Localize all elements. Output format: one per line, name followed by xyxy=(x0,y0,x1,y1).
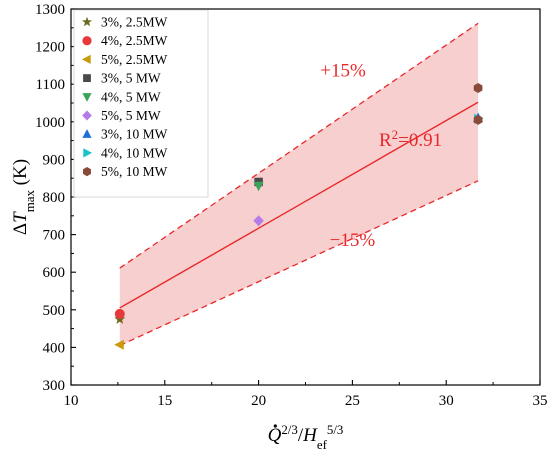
legend: 3%, 2.5MW 4%, 2.5MW 5%, 2.5MW 3%, 5 MW 4%, 5… xyxy=(73,9,209,198)
y-tick-label: 1200 xyxy=(35,40,65,56)
q-dot xyxy=(273,424,277,428)
fit-line-layer xyxy=(119,101,479,309)
y-tick-label: 700 xyxy=(43,228,66,244)
data-points xyxy=(114,82,484,350)
legend-label-6: 3%, 10 MW xyxy=(101,127,168,142)
y-tick-label: 300 xyxy=(43,378,66,394)
x-tick-label: 15 xyxy=(157,393,172,409)
legend-marker-6 xyxy=(82,129,92,138)
x-tick-label: 20 xyxy=(251,393,266,409)
band-fill xyxy=(119,23,479,346)
legend-marker-2 xyxy=(81,54,91,64)
legend-label-0: 3%, 2.5MW xyxy=(101,15,168,30)
legend-label-4: 4%, 5 MW xyxy=(101,89,161,104)
data-point-s8-p0 xyxy=(473,82,483,93)
y-tick-label: 1100 xyxy=(36,77,65,93)
data-point-s4-p0 xyxy=(253,181,264,192)
fit-line xyxy=(119,101,479,309)
legend-label-5: 5%, 5 MW xyxy=(101,108,161,123)
data-point-s2-p0 xyxy=(114,339,124,350)
legend-label-1: 4%, 2.5MW xyxy=(101,33,168,48)
y-axis-ticks: 300 400 500 600 700 800 900 1000 1100 1200 1300 xyxy=(35,2,76,394)
y-tick-label: 1300 xyxy=(35,2,65,18)
legend-marker-7 xyxy=(83,148,93,158)
legend-marker-0 xyxy=(81,16,93,27)
legend-marker-8 xyxy=(83,167,91,177)
x-axis-title: Q2/3/Hef5/3 xyxy=(268,422,344,452)
lower-15-line xyxy=(119,180,479,347)
upper-15-line xyxy=(119,22,479,269)
data-point-s5-p0 xyxy=(253,215,264,227)
y-tick-label: 600 xyxy=(43,265,66,281)
legend-marker-5 xyxy=(82,110,92,121)
plus-15-label: +15% xyxy=(320,61,366,82)
minus-15-label: −15% xyxy=(330,230,376,251)
x-tick-label: 25 xyxy=(345,393,360,409)
legend-box xyxy=(73,9,209,198)
legend-label-3: 3%, 5 MW xyxy=(101,71,161,86)
x-tick-label: 10 xyxy=(64,393,79,409)
x-tick-label: 30 xyxy=(439,393,454,409)
confidence-band xyxy=(119,22,479,347)
annotations: +15% −15% R2=0.91 xyxy=(320,61,442,251)
data-point-s1-p0 xyxy=(114,308,125,319)
y-tick-label: 400 xyxy=(43,340,66,356)
legend-marker-4 xyxy=(82,93,92,102)
legend-label-8: 5%, 10 MW xyxy=(101,164,168,179)
x-tick-label: 35 xyxy=(533,393,548,409)
x-axis-ticks: 10 15 20 25 30 35 xyxy=(64,380,548,409)
y-tick-label: 900 xyxy=(43,152,66,168)
legend-label-2: 5%, 2.5MW xyxy=(101,52,168,67)
y-tick-label: 500 xyxy=(43,303,66,319)
y-tick-label: 800 xyxy=(43,190,66,206)
y-axis-title: ΔTmax (K) xyxy=(10,159,37,235)
y-tick-label: 1000 xyxy=(35,115,65,131)
data-point-s8-p1 xyxy=(473,114,483,125)
legend-marker-3 xyxy=(83,74,91,83)
r2-label: R2=0.91 xyxy=(379,127,442,152)
legend-label-7: 4%, 10 MW xyxy=(101,145,168,160)
legend-marker-1 xyxy=(82,36,92,46)
